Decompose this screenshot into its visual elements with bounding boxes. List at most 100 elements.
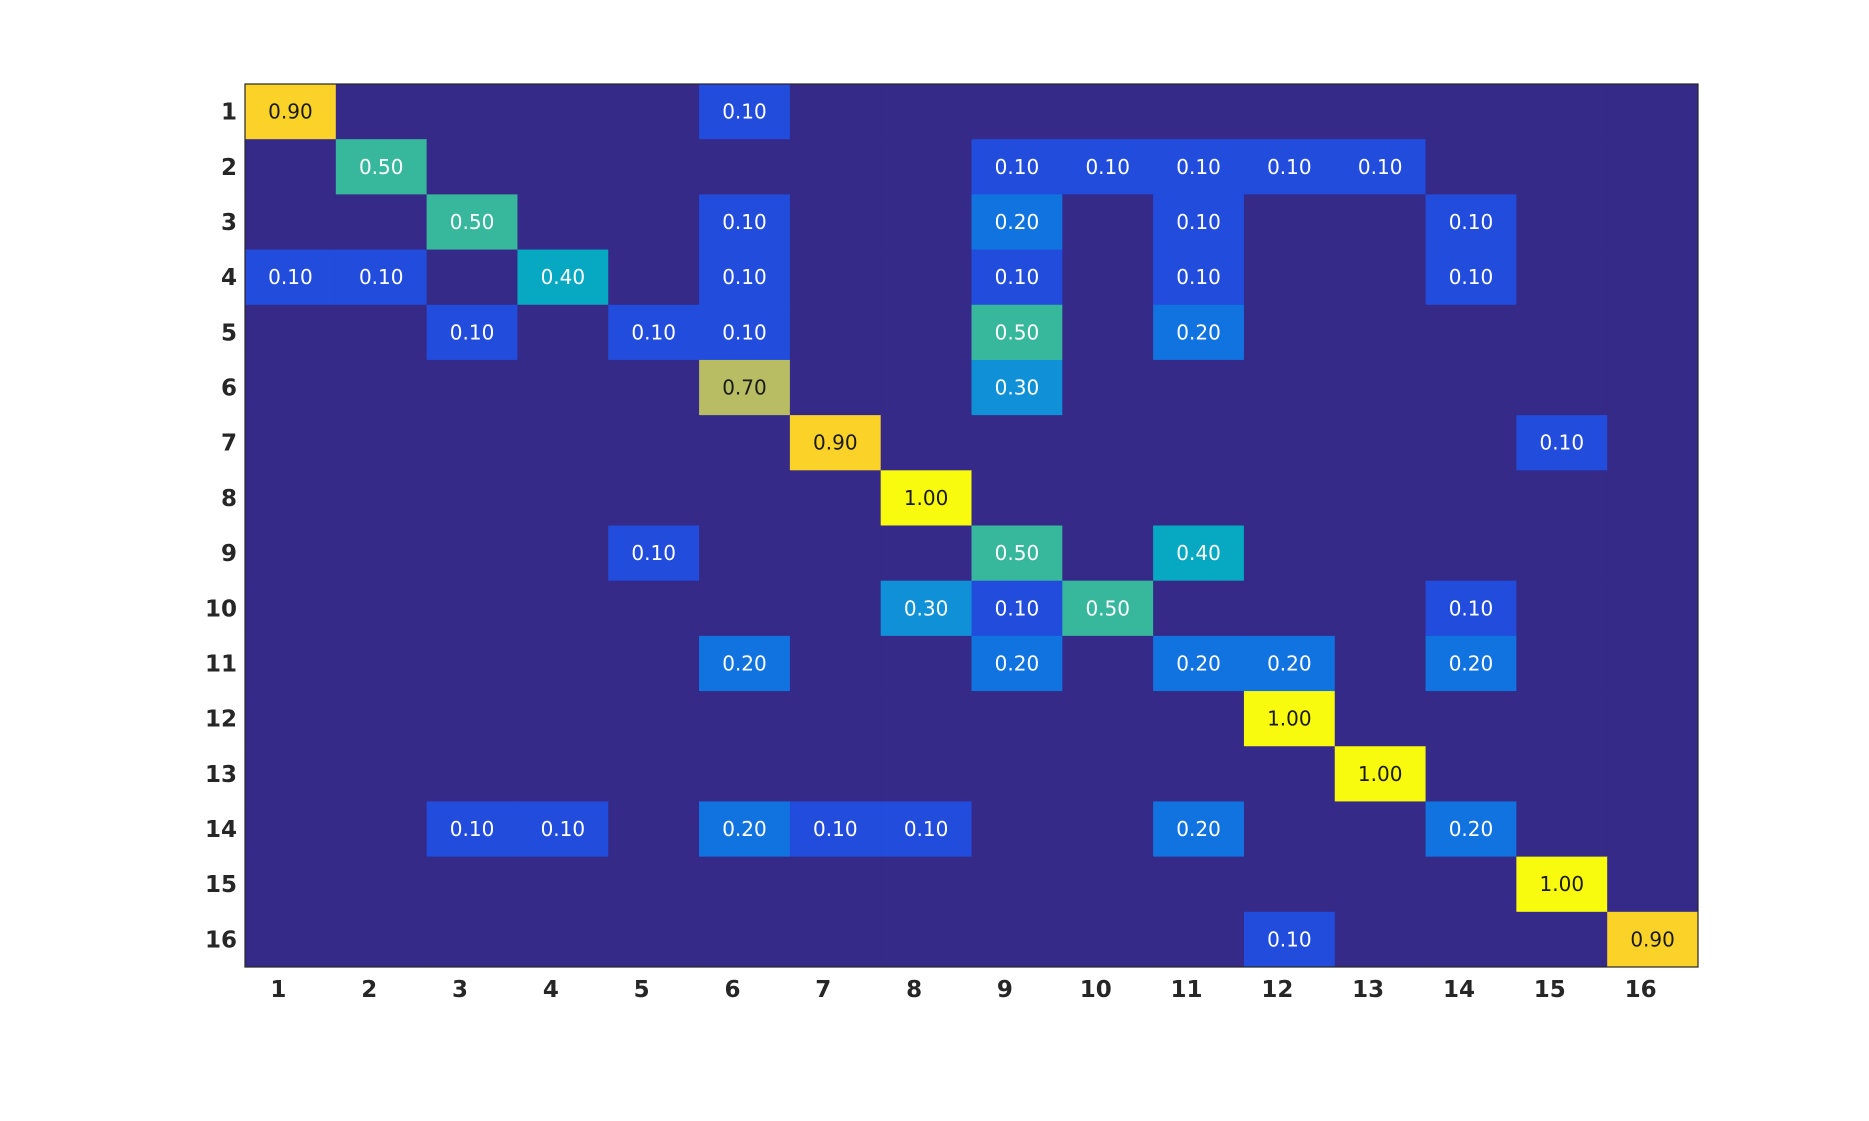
heatmap-cell-r5-c2	[335, 304, 428, 361]
heatmap-cell-r4-c8	[880, 249, 972, 306]
heatmap-cell-r6-c7	[789, 359, 882, 416]
heatmap-cell-r10-c8	[880, 580, 972, 637]
heatmap-cell-r15-c13	[1334, 856, 1427, 913]
cell-value-label: 0.50	[1085, 596, 1130, 620]
cell-value-label: 0.10	[450, 320, 495, 344]
heatmap-cell-r11-c10	[1062, 635, 1154, 692]
heatmap-cell-r15-c5	[608, 856, 700, 913]
y-tick-label: 14	[205, 817, 237, 843]
heatmap-cell-r10-c14	[1425, 580, 1517, 637]
heatmap-cell-r4-c7	[789, 249, 882, 306]
cell-value-label: 0.50	[359, 155, 404, 179]
heatmap-cell-r1-c11	[1153, 84, 1245, 140]
heatmap-cell-r3-c6	[699, 194, 791, 251]
heatmap-cell-r12-c1	[245, 691, 337, 747]
heatmap-cell-r16-c15	[1516, 911, 1608, 968]
heatmap-cell-r8-c1	[245, 470, 337, 526]
heatmap-cell-r2-c2	[335, 139, 428, 195]
cell-value-label: 0.10	[995, 265, 1040, 289]
heatmap-cell-r16-c10	[1062, 911, 1154, 968]
heatmap-cell-r7-c12	[1243, 415, 1336, 471]
heatmap-cell-r4-c12	[1243, 249, 1336, 306]
x-tick-label: 13	[1352, 977, 1384, 1003]
heatmap-cell-r15-c14	[1425, 856, 1517, 913]
heatmap-cell-r6-c16	[1607, 359, 1699, 416]
heatmap-cell-r16-c2	[335, 911, 428, 968]
heatmap-cell-r6-c5	[608, 359, 700, 416]
heatmap-cell-r15-c7	[789, 856, 882, 913]
heatmap-cell-r8-c9	[971, 470, 1063, 526]
heatmap-cell-r16-c9	[971, 911, 1063, 968]
heatmap-cell-r9-c4	[517, 525, 609, 582]
x-tick-label: 1	[270, 977, 286, 1003]
heatmap-cell-r8-c3	[426, 470, 518, 526]
cell-value-label: 0.10	[995, 596, 1040, 620]
heatmap-cell-r16-c11	[1153, 911, 1245, 968]
heatmap-cell-r12-c3	[426, 691, 518, 747]
heatmap-cell-r5-c4	[517, 304, 609, 361]
y-tick-label: 3	[221, 210, 237, 236]
heatmap-cell-r12-c11	[1153, 691, 1245, 747]
heatmap-cell-r15-c2	[335, 856, 428, 913]
heatmap-cell-r1-c1	[245, 84, 337, 140]
heatmap-cell-r9-c12	[1243, 525, 1336, 582]
x-tick-label: 4	[543, 977, 559, 1003]
heatmap-cell-r12-c7	[789, 691, 882, 747]
heatmap-cell-r6-c6	[699, 359, 791, 416]
heatmap-cell-r2-c12	[1243, 139, 1336, 195]
cell-value-label: 0.10	[722, 100, 767, 124]
heatmap-cell-r10-c12	[1243, 580, 1336, 637]
heatmap-cell-r4-c13	[1334, 249, 1427, 306]
heatmap-cell-r2-c14	[1425, 139, 1517, 195]
y-tick-label: 8	[221, 486, 237, 512]
heatmap-cell-r5-c3	[426, 304, 518, 361]
heatmap-cell-r1-c9	[971, 84, 1063, 140]
heatmap-cell-r6-c14	[1425, 359, 1517, 416]
heatmap-cell-r1-c8	[880, 84, 972, 140]
heatmap-cell-r3-c4	[517, 194, 609, 251]
heatmap-cell-r2-c5	[608, 139, 700, 195]
heatmap-cell-r15-c15	[1516, 856, 1608, 913]
cell-value-label: 0.50	[450, 210, 495, 234]
heatmap-cell-r2-c15	[1516, 139, 1608, 195]
heatmap-cell-r16-c8	[880, 911, 972, 968]
heatmap-cell-r8-c4	[517, 470, 609, 526]
heatmap-cell-r1-c16	[1607, 84, 1699, 140]
heatmap-cell-r6-c10	[1062, 359, 1154, 416]
heatmap-cell-r11-c1	[245, 635, 337, 692]
heatmap-cell-r14-c12	[1243, 801, 1336, 858]
heatmap-cell-r14-c15	[1516, 801, 1608, 858]
heatmap-cell-r1-c4	[517, 84, 609, 140]
heatmap-cell-r12-c6	[699, 691, 791, 747]
x-tick-label: 14	[1443, 977, 1475, 1003]
heatmap-cell-r13-c6	[699, 746, 791, 802]
heatmap-cell-r4-c5	[608, 249, 700, 306]
heatmap-cell-r12-c15	[1516, 691, 1608, 747]
heatmap-cell-r4-c1	[245, 249, 337, 306]
heatmap-cell-r5-c11	[1153, 304, 1245, 361]
heatmap-cell-r6-c3	[426, 359, 518, 416]
heatmap-cell-r16-c16	[1607, 911, 1699, 968]
heatmap-cell-r13-c15	[1516, 746, 1608, 802]
heatmap-cell-r6-c13	[1334, 359, 1427, 416]
heatmap-cell-r2-c13	[1334, 139, 1427, 195]
heatmap-cell-r2-c4	[517, 139, 609, 195]
cell-value-label: 0.20	[722, 817, 767, 841]
y-tick-label: 12	[205, 707, 237, 733]
heatmap-cell-r3-c9	[971, 194, 1063, 251]
heatmap-cell-r16-c3	[426, 911, 518, 968]
heatmap-cell-r11-c4	[517, 635, 609, 692]
heatmap-cell-r15-c12	[1243, 856, 1336, 913]
heatmap-cell-r11-c3	[426, 635, 518, 692]
heatmap-cell-r10-c15	[1516, 580, 1608, 637]
heatmap-cell-r3-c12	[1243, 194, 1336, 251]
heatmap-cell-r13-c3	[426, 746, 518, 802]
cell-value-label: 0.20	[1449, 651, 1494, 675]
cell-value-label: 0.20	[1267, 651, 1312, 675]
heatmap-cell-r4-c14	[1425, 249, 1517, 306]
heatmap-cell-r7-c6	[699, 415, 791, 471]
heatmap-cell-r6-c12	[1243, 359, 1336, 416]
x-tick-label: 15	[1534, 977, 1566, 1003]
heatmap-cell-r11-c8	[880, 635, 972, 692]
heatmap-cell-r13-c14	[1425, 746, 1517, 802]
